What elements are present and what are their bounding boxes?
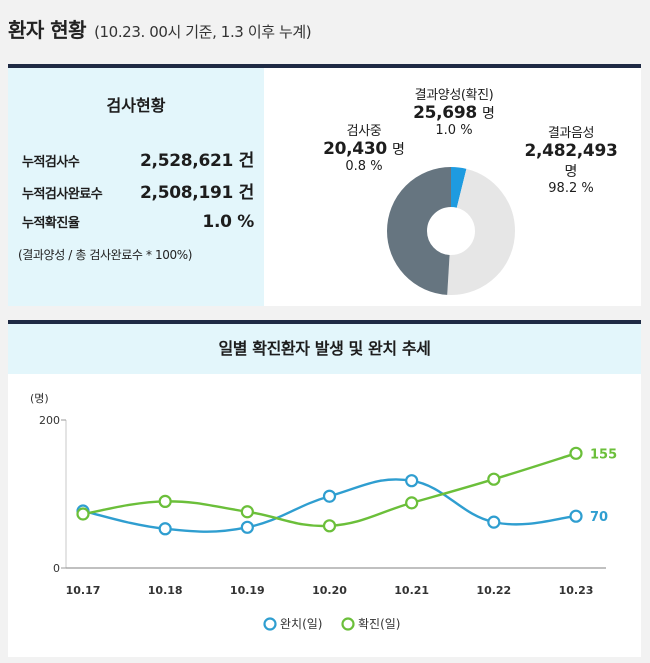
legend-marker-confirmed	[341, 617, 355, 631]
top-divider-bar	[8, 64, 641, 68]
stat-label: 누적검사완료수	[22, 187, 103, 202]
stat-value: 1.0 %	[202, 212, 254, 232]
stat-value: 2,528,621 건	[140, 151, 254, 171]
data-point-released	[487, 515, 501, 529]
donut-label-name: 결과양성(확진)	[414, 88, 494, 103]
donut-chart	[387, 167, 515, 295]
legend-marker-released	[263, 617, 277, 631]
stat-row-total-tests: 누적검사수 2,528,621 건	[22, 146, 254, 171]
x-tick-label: 10.23	[559, 584, 594, 597]
stat-row-completed-tests: 누적검사완료수 2,508,191 건	[22, 178, 254, 203]
data-point-confirmed	[487, 472, 501, 486]
y-axis-unit-label: (명)	[30, 392, 49, 405]
donut-label-negative: 결과음성 2,482,493 명 98.2 %	[511, 122, 631, 196]
y-tick-label: 200	[39, 414, 60, 427]
y-tick-label: 0	[53, 562, 60, 575]
donut-label-name: 결과음성	[547, 126, 595, 141]
chart-divider-bar	[8, 320, 641, 324]
donut-slice-negative	[387, 167, 515, 295]
stat-row-positive-rate: 누적확진율 1.0 %	[22, 212, 254, 232]
data-point-released	[158, 522, 172, 536]
donut-label-name: 검사중	[346, 124, 382, 139]
x-tick-label: 10.17	[66, 584, 101, 597]
x-tick-label: 10.18	[148, 584, 183, 597]
legend-label-confirmed: 확진(일)	[358, 617, 400, 631]
stat-value: 2,508,191 건	[140, 183, 254, 203]
positive-rate-formula-note: (결과양성 / 총 검사완료수 * 100%)	[18, 248, 192, 262]
x-tick-label: 10.20	[312, 584, 347, 597]
data-point-confirmed	[322, 519, 337, 533]
donut-label-unit: 명	[392, 142, 405, 158]
end-value-label-released: 70	[590, 510, 608, 525]
donut-label-pct: 1.0 %	[435, 123, 473, 138]
stat-label: 누적검사수	[22, 155, 80, 170]
donut-label-unit: 명	[482, 106, 495, 122]
end-value-label-confirmed: 155	[590, 447, 617, 462]
donut-label-pct: 98.2 %	[548, 181, 594, 196]
donut-label-value: 20,430	[323, 139, 387, 159]
page-subtitle: (10.23. 00시 기준, 1.3 이후 누계)	[94, 23, 312, 41]
page-title-row: 환자 현황 (10.23. 00시 기준, 1.3 이후 누계)	[8, 14, 312, 46]
x-tick-label: 10.19	[230, 584, 265, 597]
x-tick-label: 10.22	[476, 584, 511, 597]
data-point-released	[322, 489, 337, 503]
donut-label-unit: 명	[564, 164, 578, 180]
daily-trend-chart-panel: 일별 확진환자 발생 및 완치 추세 (명) 200 0 10.17 10.18 10.1…	[8, 324, 641, 657]
donut-label-positive: 결과양성(확진) 25,698 명 1.0 %	[389, 84, 519, 138]
x-tick-label: 10.21	[394, 584, 429, 597]
data-point-confirmed	[76, 507, 90, 521]
data-point-confirmed	[158, 494, 172, 509]
data-point-released	[569, 509, 583, 523]
data-point-confirmed	[405, 496, 419, 510]
data-point-released	[405, 474, 419, 488]
donut-label-testing: 검사중 20,430 명 0.8 %	[304, 120, 424, 174]
test-status-panel: 검사현황 누적검사수 2,528,621 건 누적검사완료수 2,508,191…	[8, 68, 264, 306]
test-result-donut-panel: 검사중 20,430 명 0.8 % 결과양성(확진) 25,698 명 1.0…	[264, 68, 641, 306]
test-status-title: 검사현황	[106, 96, 166, 115]
stat-label: 누적확진율	[22, 216, 80, 231]
line-chart: (명) 200 0 10.17 10.18 10.19 10.20 10.21 10.22 10.…	[30, 392, 617, 631]
donut-slice-testing	[387, 167, 515, 295]
data-point-released	[240, 520, 254, 534]
donut-label-value: 2,482,493	[524, 141, 618, 161]
data-point-confirmed	[240, 505, 254, 519]
data-point-confirmed	[569, 446, 583, 460]
donut-label-pct: 0.8 %	[345, 159, 383, 174]
chart-title: 일별 확진환자 발생 및 완치 추세	[8, 324, 641, 374]
legend-label-released: 완치(일)	[280, 617, 322, 631]
page-title: 환자 현황	[8, 18, 87, 42]
donut-label-value: 25,698	[413, 103, 477, 123]
